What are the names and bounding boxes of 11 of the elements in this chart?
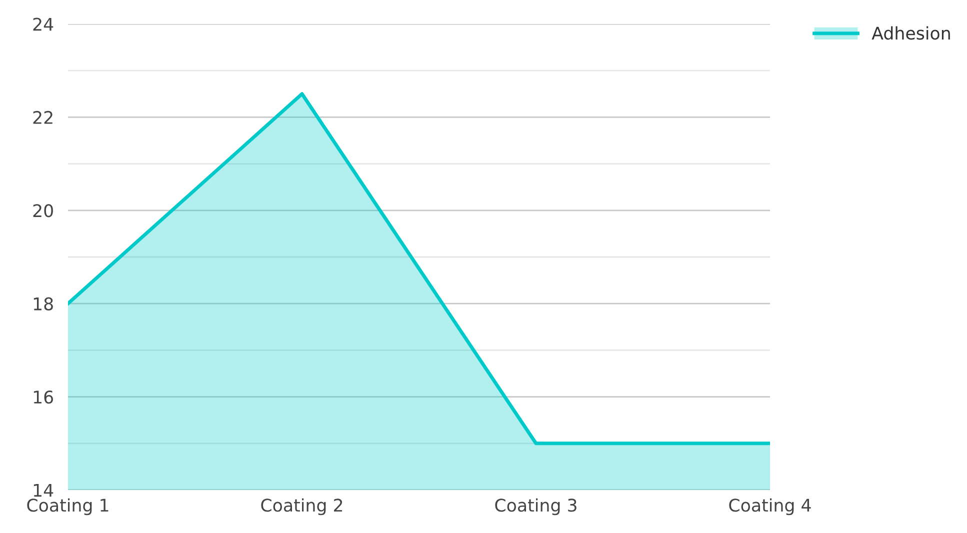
x-tick-label: Coating 3 (495, 498, 576, 516)
x-tick-label: Coating 2 (261, 498, 342, 516)
y-tick-label: 24 (33, 18, 54, 31)
y-tick-label: 16 (34, 390, 54, 404)
y-tick-label: 22 (33, 110, 52, 124)
legend-label: Adhesion (872, 26, 950, 40)
y-tick-label: 18 (34, 297, 53, 310)
x-tick-label: Coating 4 (729, 498, 811, 516)
y-tick-label: 20 (33, 204, 53, 218)
x-tick-label: Coating 1 (27, 498, 108, 516)
y-tick-label: 14 (34, 484, 54, 497)
